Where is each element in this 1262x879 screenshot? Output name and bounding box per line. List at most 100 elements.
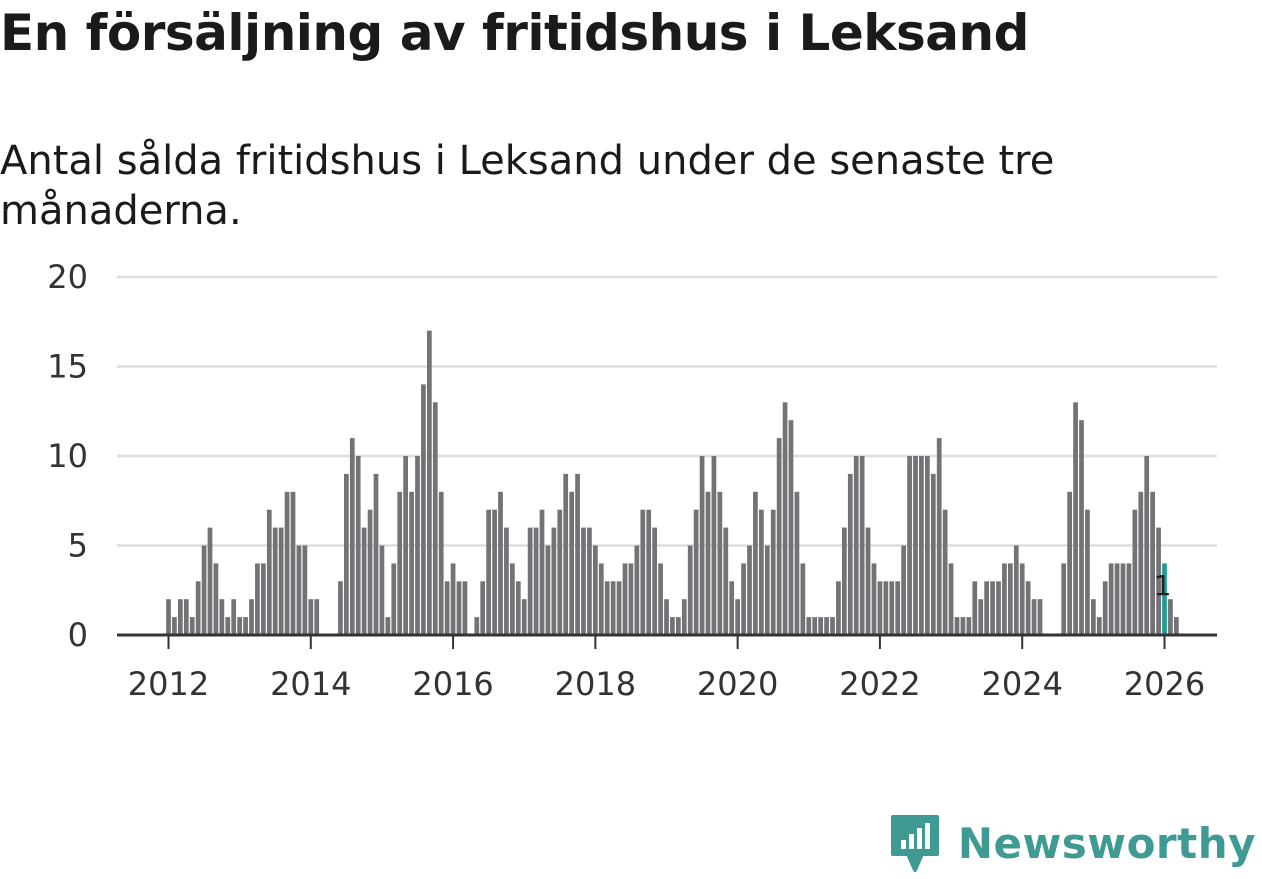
bar [936, 438, 942, 635]
bar [1079, 420, 1084, 635]
bar [758, 509, 764, 635]
bar [960, 617, 966, 635]
bar [367, 509, 373, 635]
bar [990, 581, 995, 635]
bar [563, 473, 569, 635]
bar [1085, 509, 1090, 635]
bar [717, 491, 723, 635]
bar [1138, 491, 1144, 635]
bar [865, 527, 871, 635]
bar [1073, 402, 1078, 635]
bar [397, 491, 403, 635]
bar [984, 581, 990, 635]
bar [1102, 581, 1108, 635]
bar [415, 456, 420, 635]
bar [913, 456, 918, 635]
bar [634, 545, 640, 635]
bar [421, 384, 426, 635]
bar [592, 545, 598, 635]
x-tick-label: 2022 [839, 665, 920, 703]
bar [509, 563, 515, 635]
bar [818, 617, 824, 635]
bar [830, 617, 835, 635]
bar [693, 509, 699, 635]
bar [177, 599, 183, 635]
bar [486, 509, 492, 635]
y-tick-label: 15 [47, 348, 88, 386]
bar [385, 617, 391, 635]
bar [930, 473, 936, 635]
bar [498, 491, 503, 635]
bar [919, 456, 924, 635]
bar [871, 563, 877, 635]
bar [432, 402, 438, 635]
bar [699, 456, 705, 635]
bar [343, 473, 349, 635]
bar [474, 617, 480, 635]
bar [824, 617, 829, 635]
x-tick-label: 2024 [981, 665, 1062, 703]
bar [658, 563, 663, 635]
bar [972, 581, 978, 635]
bar [249, 599, 254, 635]
bar [166, 599, 171, 635]
bar [527, 527, 533, 635]
bar [954, 617, 960, 635]
bar [213, 563, 219, 635]
bar [172, 617, 177, 635]
bar [907, 456, 912, 635]
bar [504, 527, 509, 635]
bar [545, 545, 551, 635]
axes [117, 633, 1217, 649]
bar [355, 456, 361, 635]
bar [195, 581, 201, 635]
bar [409, 491, 414, 635]
bar [533, 527, 539, 635]
bar [681, 599, 687, 635]
bar [551, 527, 557, 635]
bar [201, 545, 207, 635]
newsworthy-logo: Newsworthy [890, 813, 1256, 873]
bar [640, 509, 646, 635]
x-tick-label: 2018 [555, 665, 636, 703]
x-tick-label: 2016 [412, 665, 493, 703]
bar [741, 563, 746, 635]
bar [1090, 599, 1096, 635]
bar [901, 545, 907, 635]
bar [575, 473, 580, 635]
bar [794, 491, 800, 635]
bar [800, 563, 806, 635]
bar [836, 581, 841, 635]
y-tick-label: 5 [68, 527, 88, 565]
bar [776, 438, 782, 635]
bar [1037, 599, 1043, 635]
bar [1126, 563, 1132, 635]
bar-latest [1162, 563, 1167, 635]
latest-value-label: 1 [1154, 569, 1172, 602]
bar [782, 402, 788, 635]
bar [628, 563, 634, 635]
bar [1019, 563, 1025, 635]
brand-name: Newsworthy [957, 818, 1256, 868]
bar [349, 438, 355, 635]
bar [302, 545, 308, 635]
bar [569, 491, 575, 635]
bar [480, 581, 486, 635]
bar [296, 545, 302, 635]
bar [1156, 527, 1161, 635]
bar [225, 617, 231, 635]
bar [847, 473, 853, 635]
y-tick-label: 0 [68, 616, 88, 654]
bar [675, 617, 681, 635]
bar [812, 617, 818, 635]
bar [1168, 599, 1173, 635]
bar [462, 581, 468, 635]
bar [948, 563, 954, 635]
bar [266, 509, 272, 635]
bar [877, 581, 883, 635]
bar [314, 599, 320, 635]
bar [610, 581, 616, 635]
bar [788, 420, 794, 635]
bar [403, 456, 409, 635]
bar [438, 491, 444, 635]
